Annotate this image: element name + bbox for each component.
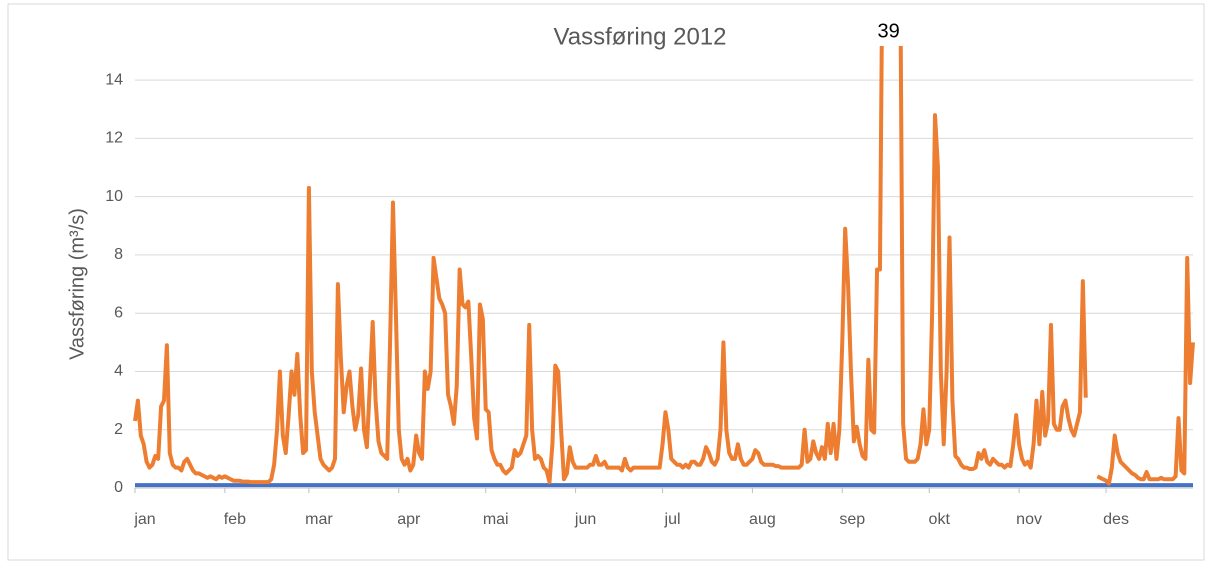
x-tick-label: mar [305,511,333,528]
x-tick-label: feb [224,511,246,528]
x-tick-label: sep [839,511,865,528]
x-tick-label: jan [133,511,155,528]
chart-title: Vassføring 2012 [554,23,727,50]
x-tick-label: aug [749,511,776,528]
y-tick-label: 2 [114,421,123,438]
data-line [133,46,1195,486]
chart-border [7,3,1205,561]
x-tick-label: okt [929,511,951,528]
x-tick-label: mai [483,511,509,528]
y-tick-label: 12 [105,130,123,147]
y-tick-label: 10 [105,188,123,205]
x-tick-label: jun [574,511,596,528]
y-tick-label: 14 [105,71,123,88]
y-tick-label: 8 [114,246,123,263]
x-tick-label: des [1103,511,1129,528]
x-tick-label: jul [664,511,681,528]
y-tick-label: 4 [114,363,123,380]
x-tick-label: apr [397,511,421,528]
x-tick-label: nov [1016,511,1042,528]
y-tick-label: 0 [114,479,123,496]
y-axis-label: Vassføring (m³/s) [66,208,88,360]
y-tick-label: 6 [114,304,123,321]
data-label: 39 [878,20,900,42]
